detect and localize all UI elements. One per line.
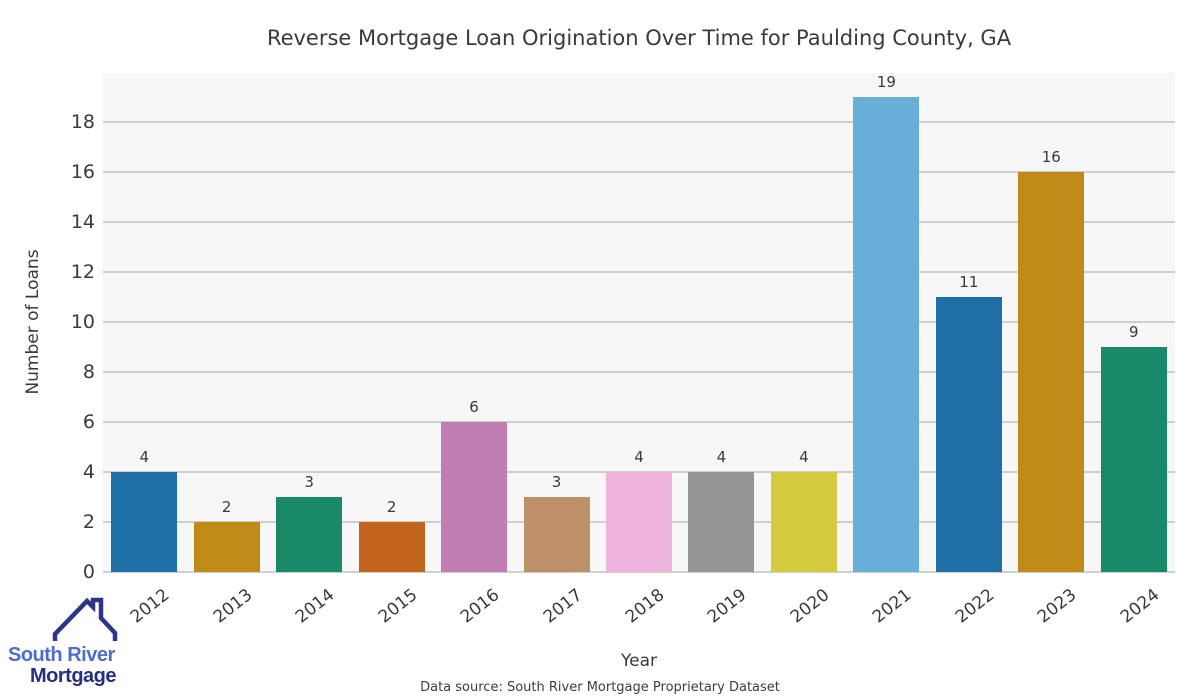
x-axis-ticks: 2012 2013 2014 2015 2016 2017 2018 2019 2020 2021… <box>103 572 1175 642</box>
y-tick-label: 14 <box>70 210 95 233</box>
x-tick-label: 2014 <box>292 585 339 628</box>
bar-value-label: 3 <box>304 472 314 491</box>
bar-value-label: 4 <box>716 447 727 466</box>
x-tick-label: 2024 <box>1116 585 1164 628</box>
x-axis-title: Year <box>621 651 657 671</box>
gridline <box>103 420 1175 423</box>
bar-2017 <box>523 496 590 572</box>
bar-value-label: 4 <box>139 447 149 466</box>
bar-2023 <box>1018 171 1085 572</box>
y-axis-title: Number of Loans <box>23 249 43 395</box>
plot-area: 4 2 3 2 6 3 4 4 4 19 11 16 9 <box>103 72 1175 573</box>
house-roof-icon <box>52 597 118 641</box>
bar-value-label: 16 <box>1041 147 1061 166</box>
bar-value-label: 3 <box>551 472 562 491</box>
bar-2016 <box>441 421 508 572</box>
y-tick-label: 6 <box>82 410 95 433</box>
bar-2018 <box>606 471 672 572</box>
gridline <box>103 220 1175 223</box>
bar-value-label: 19 <box>876 72 896 91</box>
y-tick-label: 4 <box>82 460 95 483</box>
bar-2021 <box>853 96 920 572</box>
y-tick-label: 0 <box>82 561 95 583</box>
bar-value-label: 2 <box>386 497 397 516</box>
south-river-mortgage-logo: South River Mortgage <box>8 597 118 687</box>
y-tick-label: 16 <box>70 160 95 183</box>
x-tick-label: 2019 <box>704 585 751 628</box>
bar-2012 <box>111 471 178 572</box>
x-tick-label: 2022 <box>951 585 999 628</box>
bar-2022 <box>935 296 1002 572</box>
x-tick-label: 2016 <box>456 585 504 628</box>
x-tick-label: 2012 <box>127 585 174 628</box>
gridline <box>103 571 1175 573</box>
bar-value-label: 11 <box>959 272 979 291</box>
bar-2015 <box>358 521 425 572</box>
x-tick-label: 2013 <box>209 585 257 628</box>
gridline <box>103 370 1175 373</box>
bar-value-label: 9 <box>1128 322 1139 341</box>
gridline <box>103 470 1175 473</box>
x-tick-label: 2015 <box>374 585 421 628</box>
y-tick-label: 12 <box>70 260 95 283</box>
x-tick-label: 2018 <box>621 585 669 628</box>
bar-2014 <box>276 496 343 572</box>
y-tick-label: 18 <box>70 110 95 133</box>
chart-title: Reverse Mortgage Loan Origination Over T… <box>266 26 1012 50</box>
logo-line2: Mortgage <box>30 665 116 687</box>
y-tick-label: 2 <box>82 510 95 533</box>
x-tick-label: 2023 <box>1034 585 1081 628</box>
x-tick-label: 2020 <box>786 585 834 628</box>
logo-line1: South River <box>8 644 115 666</box>
gridline <box>103 170 1175 173</box>
bar-2024 <box>1100 346 1167 572</box>
bar-value-label: 2 <box>221 497 232 516</box>
bar-value-label: 6 <box>469 397 479 416</box>
y-tick-label: 8 <box>82 360 95 383</box>
bar-2013 <box>193 521 260 572</box>
x-tick-label: 2017 <box>539 585 586 628</box>
y-axis-ticks: 0 2 4 6 8 10 12 14 16 18 <box>25 73 95 583</box>
x-tick-label: 2021 <box>869 585 916 628</box>
data-source-caption: Data source: South River Mortgage Propri… <box>420 680 780 695</box>
bar-2020 <box>770 471 837 572</box>
bar-value-label: 4 <box>634 447 644 466</box>
gridline <box>103 270 1175 273</box>
bar-2019 <box>688 471 755 572</box>
bar-value-label: 4 <box>799 447 809 466</box>
gridline <box>103 320 1175 323</box>
gridline <box>103 120 1175 123</box>
y-tick-label: 10 <box>70 310 95 333</box>
